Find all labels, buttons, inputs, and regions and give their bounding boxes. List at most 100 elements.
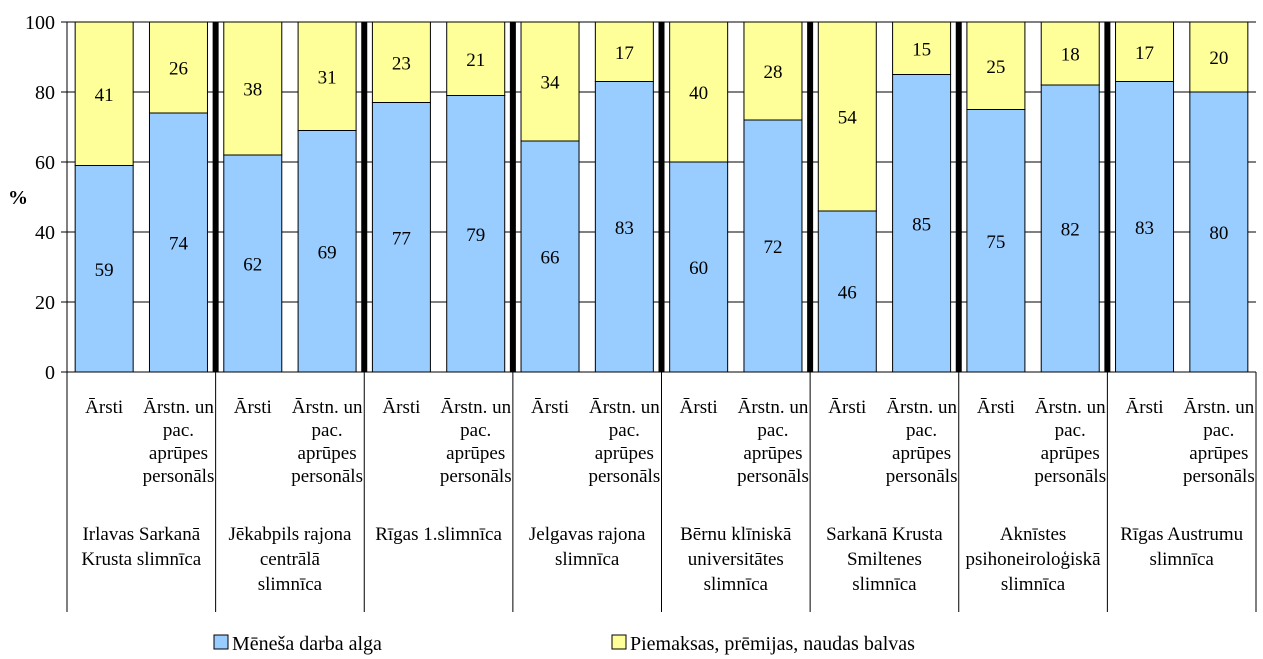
bar-segment-salary bbox=[371, 102, 431, 373]
axes: 0 20 40 60 80 100 bbox=[25, 12, 1256, 384]
category-label-line: personāls bbox=[143, 466, 215, 487]
group-label-line: slimnīca bbox=[852, 574, 917, 595]
group-label: Irlavas Sarkanā Krusta slimnīca bbox=[81, 524, 201, 570]
group-label: Jelgavas rajona slimnīca bbox=[529, 524, 646, 570]
data-label-bonus: 23 bbox=[392, 53, 411, 74]
group-label-line: universitātes bbox=[688, 549, 784, 570]
data-label-bonus: 17 bbox=[615, 43, 634, 64]
data-label-bonus: 28 bbox=[763, 62, 782, 83]
bar-segment-bonus bbox=[1040, 21, 1100, 86]
bar-segment-salary bbox=[446, 95, 506, 373]
category-label: Ārstn. un pac. aprūpes personāls bbox=[1034, 397, 1106, 487]
category-label-line: aprūpes bbox=[149, 443, 208, 464]
data-label-salary: 85 bbox=[912, 214, 931, 235]
data-label-bonus: 41 bbox=[95, 85, 114, 106]
category-label: Ārsti bbox=[1126, 397, 1164, 418]
category-label: Ārsti bbox=[85, 397, 123, 418]
bar-segment-bonus bbox=[594, 21, 654, 82]
group-label: Rīgas 1.slimnīca bbox=[375, 524, 502, 545]
category-label: Ārsti bbox=[234, 397, 272, 418]
bar-segment-bonus bbox=[1189, 21, 1249, 93]
bar-segment-bonus bbox=[743, 21, 803, 121]
y-tick-label: 60 bbox=[35, 152, 55, 174]
data-label-bonus: 17 bbox=[1135, 43, 1154, 64]
bar-segment-salary bbox=[1189, 91, 1249, 373]
category-label-line: aprūpes bbox=[1041, 443, 1100, 464]
category-label-line: personāls bbox=[291, 466, 363, 487]
data-label-bonus: 25 bbox=[986, 57, 1005, 78]
category-label-line: aprūpes bbox=[298, 443, 357, 464]
bar-segment-bonus bbox=[892, 21, 952, 75]
data-label-bonus: 15 bbox=[912, 39, 931, 60]
data-label-bonus: 31 bbox=[318, 67, 337, 88]
category-label-line: pac. bbox=[906, 420, 937, 441]
data-label-salary: 83 bbox=[615, 218, 634, 239]
category-label-line: Ārsti bbox=[1126, 397, 1164, 418]
category-label: Ārsti bbox=[977, 397, 1015, 418]
data-label-salary: 60 bbox=[689, 258, 708, 279]
group-label: Jēkabpils rajona centrālā slimnīca bbox=[228, 524, 352, 595]
bar-segment-bonus bbox=[148, 21, 208, 114]
bar-segment-salary bbox=[743, 119, 803, 373]
category-label: Ārstn. un pac. aprūpes personāls bbox=[143, 397, 215, 487]
category-label: Ārstn. un pac. aprūpes personāls bbox=[1183, 397, 1255, 487]
group-label-line: slimnīca bbox=[258, 574, 323, 595]
group-label-line: Smiltenes bbox=[847, 549, 922, 570]
data-label-salary: 72 bbox=[763, 237, 782, 258]
category-label-line: pac. bbox=[312, 420, 343, 441]
bar-segment-bonus bbox=[669, 21, 729, 163]
data-label-salary: 82 bbox=[1061, 220, 1080, 241]
bar-segment-salary bbox=[74, 165, 134, 373]
data-label-bonus: 20 bbox=[1209, 48, 1228, 69]
category-label-line: personāls bbox=[1183, 466, 1255, 487]
bar-segment-bonus bbox=[371, 21, 431, 103]
category-label-line: Ārsti bbox=[531, 397, 569, 418]
category-label: Ārsti bbox=[680, 397, 718, 418]
group-label-line: Bērnu klīniskā bbox=[680, 524, 792, 545]
bar-segment-bonus bbox=[297, 21, 357, 131]
group-label-line: Sarkanā Krusta bbox=[826, 524, 943, 545]
category-label-line: aprūpes bbox=[1189, 443, 1248, 464]
category-label-line: personāls bbox=[886, 466, 958, 487]
category-label-line: Ārstn. un bbox=[440, 397, 511, 418]
category-label-line: Ārsti bbox=[680, 397, 718, 418]
category-label-line: personāls bbox=[588, 466, 660, 487]
category-label: Ārsti bbox=[531, 397, 569, 418]
category-label-line: Ārsti bbox=[85, 397, 123, 418]
bar-segment-salary bbox=[1115, 81, 1175, 373]
group-label-line: Irlavas Sarkanā bbox=[82, 524, 200, 545]
category-label-line: Ārstn. un bbox=[738, 397, 809, 418]
bar-segment-salary bbox=[966, 109, 1026, 373]
group-label-line: Rīgas Austrumu bbox=[1120, 524, 1243, 545]
group-label: Bērnu klīniskā universitātes slimnīca bbox=[680, 524, 792, 595]
y-tick-label: 80 bbox=[35, 82, 55, 104]
y-axis-title: % bbox=[8, 187, 28, 209]
category-label-line: pac. bbox=[460, 420, 491, 441]
data-label-salary: 83 bbox=[1135, 218, 1154, 239]
category-label: Ārstn. un pac. aprūpes personāls bbox=[737, 397, 809, 487]
data-label-bonus: 54 bbox=[838, 108, 858, 129]
group-label-line: psihoneiroloģiskā bbox=[966, 549, 1102, 570]
bar-segment-bonus bbox=[446, 21, 506, 96]
category-label-line: aprūpes bbox=[892, 443, 951, 464]
category-label-line: pac. bbox=[757, 420, 788, 441]
category-label-line: aprūpes bbox=[743, 443, 802, 464]
data-label-salary: 66 bbox=[541, 248, 560, 269]
group-label-line: Krusta slimnīca bbox=[81, 549, 201, 570]
data-label-bonus: 34 bbox=[541, 73, 561, 94]
data-label-salary: 80 bbox=[1209, 223, 1228, 244]
legend-swatch bbox=[213, 634, 229, 650]
category-label-line: Ārstn. un bbox=[886, 397, 957, 418]
data-label-salary: 79 bbox=[466, 225, 485, 246]
group-label: Aknīstes psihoneiroloģiskā slimnīca bbox=[966, 524, 1102, 595]
category-label-line: Ārstn. un bbox=[1183, 397, 1254, 418]
category-label: Ārstn. un pac. aprūpes personāls bbox=[291, 397, 363, 487]
group-label-line: slimnīca bbox=[704, 574, 769, 595]
data-label-salary: 74 bbox=[169, 234, 189, 255]
bar-segment-bonus bbox=[520, 21, 580, 142]
data-label-salary: 59 bbox=[95, 260, 114, 281]
category-label-line: Ārstn. un bbox=[1035, 397, 1106, 418]
bar-segment-bonus bbox=[1115, 21, 1175, 82]
